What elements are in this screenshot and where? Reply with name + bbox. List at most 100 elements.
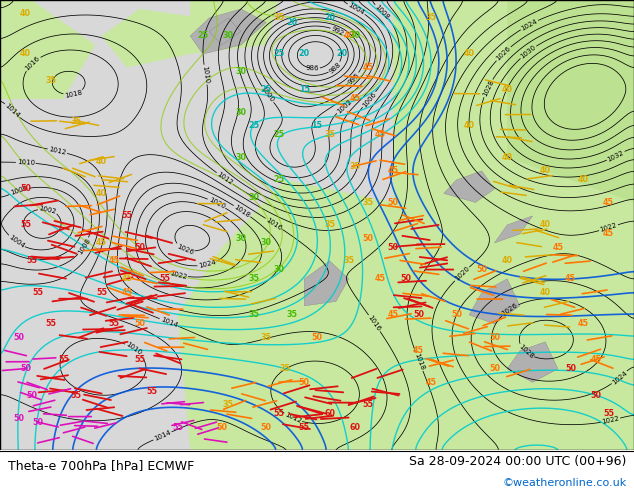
- Polygon shape: [507, 0, 634, 202]
- Text: 988: 988: [328, 61, 342, 74]
- Text: 1020: 1020: [207, 196, 226, 210]
- Text: 40: 40: [540, 288, 551, 297]
- Text: 1010: 1010: [16, 159, 35, 166]
- Text: 1030: 1030: [519, 44, 537, 60]
- Text: 40: 40: [343, 31, 354, 41]
- Text: 40: 40: [463, 122, 475, 130]
- Text: 55: 55: [146, 387, 158, 396]
- Text: 1028: 1028: [481, 79, 495, 98]
- Text: 55: 55: [26, 256, 37, 266]
- Polygon shape: [0, 0, 95, 99]
- Text: 45: 45: [565, 274, 576, 283]
- Polygon shape: [495, 216, 533, 243]
- Text: 40: 40: [96, 157, 107, 167]
- Text: 1018: 1018: [64, 89, 82, 99]
- Text: 25: 25: [273, 175, 285, 184]
- Text: 45: 45: [603, 229, 614, 239]
- Text: 55: 55: [58, 355, 69, 365]
- Text: 30: 30: [248, 194, 259, 202]
- Text: 35: 35: [425, 14, 437, 23]
- Text: 1006: 1006: [10, 185, 29, 196]
- Polygon shape: [469, 279, 520, 324]
- Text: 50: 50: [134, 319, 145, 328]
- Text: 35: 35: [362, 198, 373, 207]
- Text: 55: 55: [362, 400, 373, 409]
- Text: 50: 50: [20, 184, 31, 194]
- Text: 50: 50: [13, 333, 25, 342]
- Text: 50: 50: [299, 378, 310, 387]
- Text: 996: 996: [347, 72, 361, 85]
- Text: 50: 50: [489, 333, 500, 342]
- Text: 45: 45: [121, 288, 133, 297]
- Text: 20: 20: [337, 49, 348, 58]
- Text: 30: 30: [349, 31, 361, 41]
- Text: 25: 25: [261, 85, 272, 95]
- Text: 1020: 1020: [453, 266, 470, 282]
- Text: 1024: 1024: [611, 369, 628, 386]
- Polygon shape: [178, 180, 393, 450]
- Text: Sa 28-09-2024 00:00 UTC (00+96): Sa 28-09-2024 00:00 UTC (00+96): [409, 455, 626, 467]
- Text: 55: 55: [96, 288, 107, 297]
- Polygon shape: [507, 342, 558, 382]
- Text: 1014: 1014: [153, 430, 172, 442]
- Text: 1004: 1004: [7, 234, 25, 249]
- Text: 30: 30: [261, 239, 272, 247]
- Text: 45: 45: [552, 243, 564, 252]
- Text: 1028: 1028: [517, 343, 534, 360]
- Polygon shape: [190, 9, 266, 54]
- Text: 20: 20: [299, 49, 310, 58]
- Text: 1022: 1022: [599, 222, 618, 233]
- Text: 35: 35: [349, 162, 361, 171]
- Text: 25: 25: [273, 130, 285, 140]
- Text: 1012: 1012: [283, 412, 302, 425]
- Text: 992: 992: [330, 25, 345, 37]
- Polygon shape: [101, 9, 203, 68]
- Text: 35: 35: [223, 400, 234, 409]
- Text: 35: 35: [273, 14, 285, 23]
- Text: 30: 30: [223, 31, 234, 41]
- Text: 40: 40: [540, 220, 551, 229]
- Text: 40: 40: [501, 153, 513, 162]
- Text: 1008: 1008: [77, 237, 91, 256]
- Text: 50: 50: [489, 365, 500, 373]
- Text: 25: 25: [248, 122, 259, 130]
- Text: 50: 50: [13, 414, 25, 423]
- Text: 1014: 1014: [159, 316, 178, 329]
- Text: 50: 50: [32, 418, 44, 427]
- Text: 1016: 1016: [265, 217, 283, 231]
- Text: 50: 50: [413, 310, 424, 319]
- Text: 55: 55: [603, 409, 614, 418]
- Text: 40: 40: [501, 256, 513, 266]
- Text: 25: 25: [273, 49, 285, 58]
- Polygon shape: [444, 171, 495, 202]
- Text: 50: 50: [20, 365, 31, 373]
- Text: 45: 45: [590, 355, 602, 365]
- Text: 40: 40: [540, 167, 551, 175]
- Text: 1002: 1002: [39, 205, 57, 215]
- Text: 1006: 1006: [361, 91, 377, 108]
- Text: 35: 35: [324, 220, 335, 229]
- Text: 55: 55: [20, 220, 31, 229]
- Text: 45: 45: [387, 167, 399, 175]
- Text: 40: 40: [463, 49, 475, 58]
- Text: 45: 45: [121, 274, 133, 283]
- Text: 1010: 1010: [201, 65, 210, 84]
- Text: 55: 55: [121, 211, 133, 220]
- Text: 1004: 1004: [347, 2, 365, 16]
- Text: 1016: 1016: [24, 55, 41, 72]
- Text: 20: 20: [286, 18, 297, 27]
- Text: 35: 35: [248, 310, 259, 319]
- Text: 40: 40: [578, 175, 589, 184]
- Text: 1024: 1024: [520, 18, 538, 32]
- Text: 45: 45: [96, 239, 107, 247]
- Text: 35: 35: [248, 274, 259, 283]
- Text: 1008: 1008: [374, 3, 391, 21]
- Text: 55: 55: [70, 392, 82, 400]
- Text: 60: 60: [349, 423, 361, 432]
- Text: 1018: 1018: [413, 352, 425, 371]
- Text: 55: 55: [134, 355, 145, 365]
- Text: 30: 30: [273, 266, 285, 274]
- Text: 50: 50: [451, 310, 462, 319]
- Text: 1022: 1022: [601, 416, 620, 425]
- Text: 15: 15: [299, 85, 310, 95]
